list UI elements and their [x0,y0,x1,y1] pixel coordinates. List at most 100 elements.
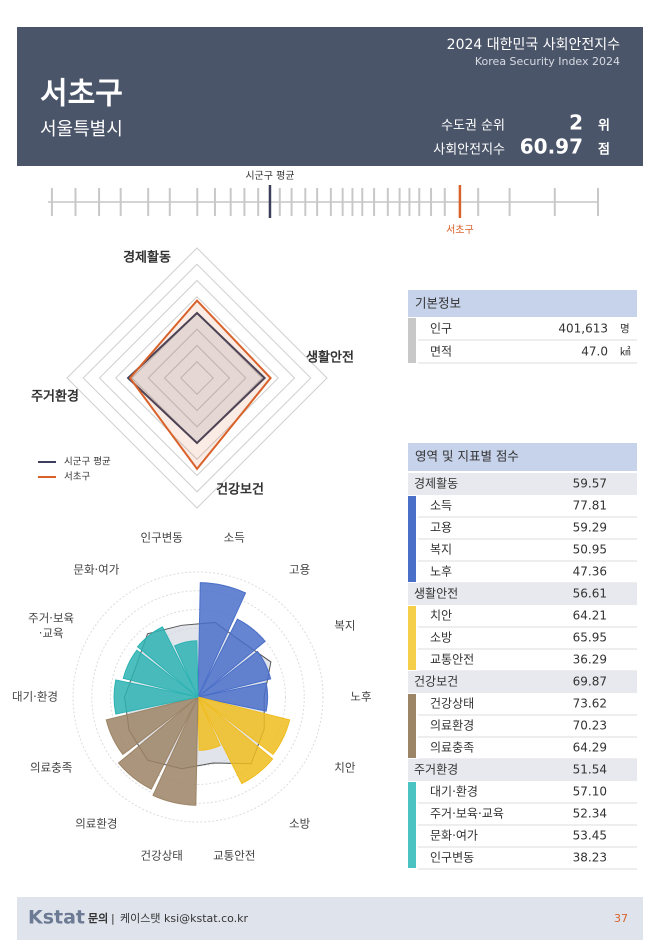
polar-ring [72,571,324,823]
polar-bar [113,679,199,715]
domain-value: 69.87 [573,675,607,689]
domain-name: 주거환경 [414,763,458,777]
radar-ring [163,344,231,412]
item-value: 52.34 [573,807,607,821]
polar-bar [105,696,199,756]
item-value: 70.23 [573,719,607,733]
polar-label: 주거·보육·교육 [28,611,75,641]
item-name: 복지 [430,543,452,557]
highlight-label: 서초구 [446,224,474,236]
rank: 2 [569,111,583,135]
polar-label: 치안 [334,760,356,775]
domain-row [408,583,637,605]
item-name: 대기·환경 [430,785,478,799]
item-name: 건강상태 [430,697,474,711]
polar-bar [197,696,291,756]
radar-ring [82,263,312,493]
legend-label: 서초구 [64,472,90,483]
item-value: 47.36 [573,565,607,579]
item-name: 교통안전 [430,653,474,667]
domain-row [408,473,637,495]
item-name: 의료환경 [430,719,474,733]
polar-bar [122,649,199,698]
radar-ring [180,361,214,395]
polar-bar [136,626,199,698]
polar-label: 고용 [289,562,311,577]
polar-label: 소득 [223,530,245,545]
header-title: 2024 대한민국 사회안전지수 [447,37,620,53]
polar-bar [197,650,272,698]
info-label: 인구 [430,322,452,336]
item-name: 문화·여가 [430,829,478,843]
item-value: 36.29 [573,653,607,667]
domain-value: 51.54 [573,763,607,777]
info-value: 47.0 [581,345,608,359]
radar-ring [66,247,328,509]
polar-ring [91,590,305,804]
item-value: 50.95 [573,543,607,557]
info-value: 401,613 [558,322,608,336]
polar-label: 건강상태 [140,848,183,863]
polar-label: 문화·여가 [73,562,120,577]
separator: | [111,912,115,925]
rank-label: 수도권 순위 [441,119,505,134]
polar-ring [110,609,286,785]
index-label: 사회안전지수 [433,143,505,158]
domain-value: 56.61 [573,587,607,601]
item-name: 치안 [430,609,452,623]
info-unit: ㎢ [620,346,631,358]
polar-label: 의료환경 [75,816,118,831]
header-band [17,27,643,166]
polar-label: 소방 [289,816,311,831]
item-value: 59.29 [573,521,607,535]
polar-label: 노후 [350,689,372,704]
domain-marker [408,694,416,758]
polar-bar [197,696,221,751]
radar-axis-label: 건강보건 [216,482,264,498]
footer-band [17,897,643,940]
item-value: 65.95 [573,631,607,645]
table-title: 기본정보 [415,296,461,311]
radar-ring [147,328,247,428]
radar-ring [98,279,296,477]
contact-label: 문의 [88,911,108,925]
logo: Kstat [28,907,85,929]
item-name: 주거·보육·교육 [430,807,504,821]
item-name: 의료충족 [430,741,474,755]
polar-bar [197,582,247,698]
item-value: 57.10 [573,785,607,799]
table-title: 영역 및 지표별 점수 [415,449,519,464]
page-number: 37 [614,912,628,925]
item-value: 64.21 [573,609,607,623]
rank-unit: 위 [598,119,610,134]
domain-name: 생활안전 [414,587,458,601]
item-name: 노후 [430,565,452,579]
domain-name: 경제활동 [414,477,458,491]
info-label: 면적 [430,345,452,359]
polar-bar [117,696,199,790]
item-name: 인구변동 [430,851,474,865]
radar-ring [115,296,279,460]
item-name: 소방 [430,631,452,645]
info-unit: 명 [620,323,630,335]
item-value: 64.29 [573,741,607,755]
polar-label: 교통안전 [213,848,256,863]
polar-label: 대기·환경 [12,689,58,704]
item-name: 고용 [430,521,452,535]
domain-marker [408,496,416,582]
polar-bar [197,682,269,712]
domain-marker [408,606,416,670]
polar-bar [197,696,274,785]
polar-bar [173,640,199,698]
item-name: 소득 [430,499,452,513]
legend-label: 시군구 평균 [64,457,111,468]
polar-bar [152,696,199,806]
polar-label: 인구변동 [140,530,183,545]
header-subtitle: Korea Security Index 2024 [475,55,620,68]
item-value: 77.81 [573,499,607,513]
item-value: 53.45 [573,829,607,843]
index-unit: 점 [598,143,610,158]
polar-bar [197,618,266,698]
polar-label: 의료충족 [29,760,73,775]
